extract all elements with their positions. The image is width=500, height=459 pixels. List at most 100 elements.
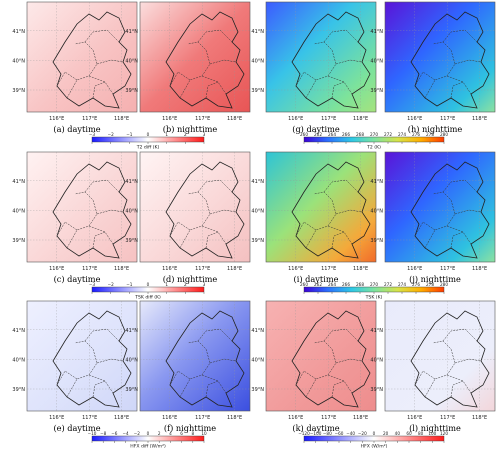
city-boundary	[291, 310, 371, 408]
panel-caption: (d) nighttime	[163, 274, 218, 284]
lon-label: 117°E	[321, 415, 336, 421]
colorbar-tick-label: 266	[342, 132, 350, 137]
map-field	[26, 300, 138, 412]
lat-label: 39°N	[251, 387, 264, 393]
lon-label: 118°E	[114, 415, 129, 421]
lon-label: 116°E	[288, 415, 303, 421]
lon-label: 118°E	[114, 116, 129, 122]
colorbar-tick-label: 262	[314, 132, 322, 137]
colorbar-tick-label: 270	[370, 132, 378, 137]
colorbar-tick-label: 3	[203, 132, 206, 137]
district-boundary	[454, 358, 482, 364]
colorbar-tick-label: 262	[314, 282, 322, 287]
district-boundary	[205, 231, 219, 249]
lat-label: 40°N	[251, 59, 264, 65]
lat-label: 41°N	[370, 29, 383, 35]
lat-label: 39°N	[251, 238, 264, 244]
city-boundary	[52, 11, 132, 109]
panel-caption: (f) nighttime	[164, 423, 216, 433]
lon-label: 117°E	[321, 116, 336, 122]
lat-label: 41°N	[125, 179, 138, 185]
panel-caption: (l) nighttime	[409, 423, 461, 433]
colorbar-tick-label: −3	[89, 132, 96, 137]
colorbar-tick-label: 276	[412, 282, 420, 287]
colorbar-tick-label: 0	[147, 431, 150, 436]
district-boundary	[450, 380, 464, 398]
map-field	[26, 151, 138, 263]
city-boundary	[291, 161, 371, 259]
district-boundary	[197, 179, 233, 193]
lon-label: 116°E	[49, 116, 64, 122]
colorbar-tick-label: 3	[203, 282, 206, 287]
panel-caption: (i) daytime	[294, 274, 339, 284]
district-boundary	[414, 221, 436, 237]
lat-label: 41°N	[12, 29, 25, 35]
district-boundary	[56, 221, 78, 237]
lon-label: 118°E	[472, 266, 487, 272]
colorbar: 260 262 264 266 268 270 272 274 276 278 280 T2 (K)	[300, 132, 448, 151]
colorbar-gradient	[303, 435, 445, 442]
colorbar-tick-label: 2	[184, 132, 187, 137]
city-boundary	[165, 161, 245, 259]
lat-label: 40°N	[370, 209, 383, 215]
district-boundary	[335, 59, 363, 65]
lon-label: 118°E	[353, 415, 368, 421]
colorbar-tick-label: 40	[395, 431, 401, 436]
colorbar-tick-label: 0	[147, 132, 150, 137]
colorbar-tick-label: 20	[383, 431, 389, 436]
district-boundary	[442, 29, 478, 43]
lat-label: 41°N	[125, 328, 138, 334]
lat-label: 40°N	[125, 358, 138, 364]
lat-label: 41°N	[251, 29, 264, 35]
lat-label: 41°N	[251, 328, 264, 334]
colorbar-gradient	[91, 286, 205, 293]
district-boundary	[169, 71, 191, 87]
colorbar-tick-label: 278	[426, 132, 434, 137]
map-panel: 41°N 40°N 39°N 116°E 117°E 118°E (b) nighttime	[125, 1, 251, 134]
colorbar-label: T2 (K)	[366, 145, 381, 151]
panel-caption: (c) daytime	[54, 274, 101, 284]
colorbar-tick-label: 260	[300, 132, 308, 137]
district-boundary	[84, 179, 120, 193]
colorbar-tick-label: 276	[412, 132, 420, 137]
district-boundary	[335, 358, 363, 364]
colorbar-tick-label: 2	[158, 431, 161, 436]
colorbar-tick-label: 272	[384, 282, 392, 287]
colorbar-tick-label: 1	[165, 282, 168, 287]
colorbar-tick-label: 266	[342, 282, 350, 287]
lat-label: 40°N	[12, 358, 25, 364]
district-boundary	[56, 370, 78, 386]
colorbar-tick-label: 60	[406, 431, 412, 436]
district-boundary	[323, 29, 359, 43]
map-field	[139, 151, 251, 263]
colorbar-tick-label: 270	[370, 282, 378, 287]
colorbar-tick-label: 280	[440, 282, 448, 287]
city-boundary	[410, 310, 490, 408]
colorbar-tick-label: −2	[108, 132, 115, 137]
colorbar: −120 −100 −80 −60 −40 −20 0 20 40 60 80 100 120 HFX (…	[298, 431, 448, 450]
colorbar-label: TSK (K)	[365, 295, 383, 301]
colorbar-tick-label: 1	[165, 132, 168, 137]
district-boundary	[331, 231, 345, 249]
lon-label: 118°E	[227, 415, 242, 421]
lon-label: 117°E	[195, 415, 210, 421]
lon-label: 117°E	[82, 116, 97, 122]
lon-label: 118°E	[227, 116, 242, 122]
district-boundary	[205, 380, 219, 398]
colorbar-tick-label: −6	[111, 431, 118, 436]
colorbar-tick-label: 268	[356, 282, 364, 287]
map-field	[265, 300, 377, 412]
lat-label: 39°N	[125, 88, 138, 94]
district-boundary	[92, 231, 106, 249]
district-boundary	[295, 71, 317, 87]
map-panel: 41°N 40°N 39°N 116°E 117°E 118°E (j) nighttime	[370, 151, 496, 284]
map-field	[384, 151, 496, 263]
colorbar-tick-label: −1	[126, 132, 133, 137]
district-boundary	[197, 29, 233, 43]
district-boundary	[450, 81, 464, 99]
lat-label: 41°N	[12, 179, 25, 185]
city-boundary	[165, 11, 245, 109]
lon-label: 117°E	[82, 415, 97, 421]
lat-label: 39°N	[370, 238, 383, 244]
district-boundary	[323, 179, 359, 193]
